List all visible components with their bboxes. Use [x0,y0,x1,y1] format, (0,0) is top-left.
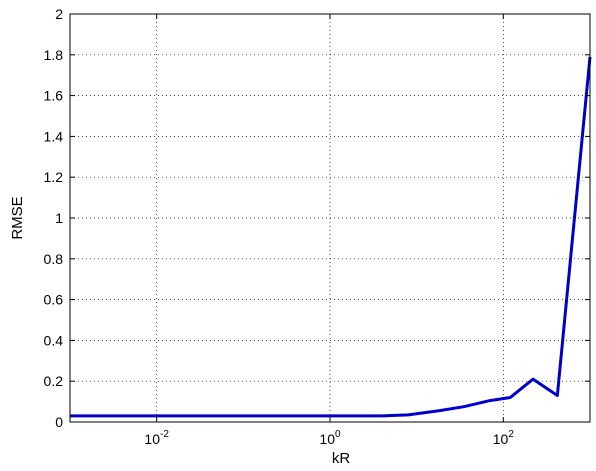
y-tick-label: 0.8 [44,251,64,267]
y-tick-label: 1.8 [44,47,64,63]
x-axis-label: kR [332,450,351,466]
x-tick-label: 100 [319,429,341,447]
y-tick-labels: 0 0.2 0.4 0.6 0.8 1 1.2 1.4 1.6 1.8 2 [44,6,64,430]
grid-lines [70,14,590,422]
y-tick-label: 2 [55,6,63,22]
y-tick-label: 1.4 [44,128,64,144]
y-tick-label: 1.2 [44,169,64,185]
plot-frame [69,13,591,423]
y-tick-label: 0 [55,414,63,430]
series-lines [70,56,592,418]
x-tick-label: 10-2 [144,429,169,447]
y-tick-label: 0.6 [44,292,64,308]
y-tick-label: 0.4 [44,332,64,348]
x-tick-label: 102 [493,429,515,447]
y-tick-label: 1.6 [44,88,64,104]
y-tick-label: 0.2 [44,373,64,389]
x-tick-labels: 10-2 100 102 [144,429,514,447]
y-tick-label: 1 [55,210,63,226]
y-axis-label: RMSE [9,196,26,239]
series-line-0 [70,56,592,418]
